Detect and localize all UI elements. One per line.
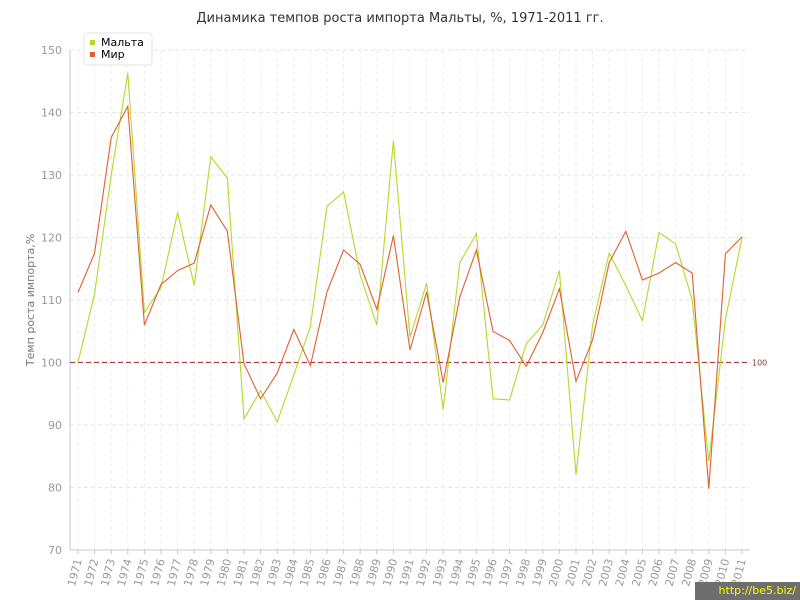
y-axis-label: Темп роста импорта,% bbox=[24, 234, 37, 367]
y-tick-label: 130 bbox=[41, 169, 62, 182]
y-tick-label: 80 bbox=[48, 482, 62, 495]
legend-swatch bbox=[90, 40, 95, 45]
legend-box bbox=[83, 32, 153, 66]
legend-swatch bbox=[90, 52, 95, 57]
y-tick-label: 110 bbox=[41, 294, 62, 307]
series-line-2 bbox=[77, 104, 743, 489]
x-tick-labels: 1971197219731974197519761977197819791980… bbox=[65, 557, 749, 587]
series-line-1 bbox=[77, 73, 743, 476]
y-tick-label: 120 bbox=[41, 232, 62, 245]
y-tick-labels: 70 80 90 100 110 120 130 140 150 bbox=[41, 44, 62, 557]
chart-title: Динамика темпов роста импорта Мальты, %,… bbox=[196, 11, 603, 26]
reference-line-label: 100 bbox=[752, 359, 767, 368]
y-tick-label: 90 bbox=[48, 419, 62, 432]
reference-line-group: 100 bbox=[70, 359, 767, 368]
series-group bbox=[77, 73, 743, 489]
y-tick-label: 140 bbox=[41, 107, 62, 120]
legend-label: Мир bbox=[101, 48, 125, 61]
grid-lines bbox=[70, 49, 750, 554]
y-tick-label: 150 bbox=[41, 44, 62, 57]
watermark-link[interactable]: http://be5.biz/ bbox=[695, 582, 800, 600]
y-tick-label: 70 bbox=[48, 544, 62, 557]
y-tick-label: 100 bbox=[41, 357, 62, 370]
legend-label: Мальта bbox=[101, 36, 144, 49]
